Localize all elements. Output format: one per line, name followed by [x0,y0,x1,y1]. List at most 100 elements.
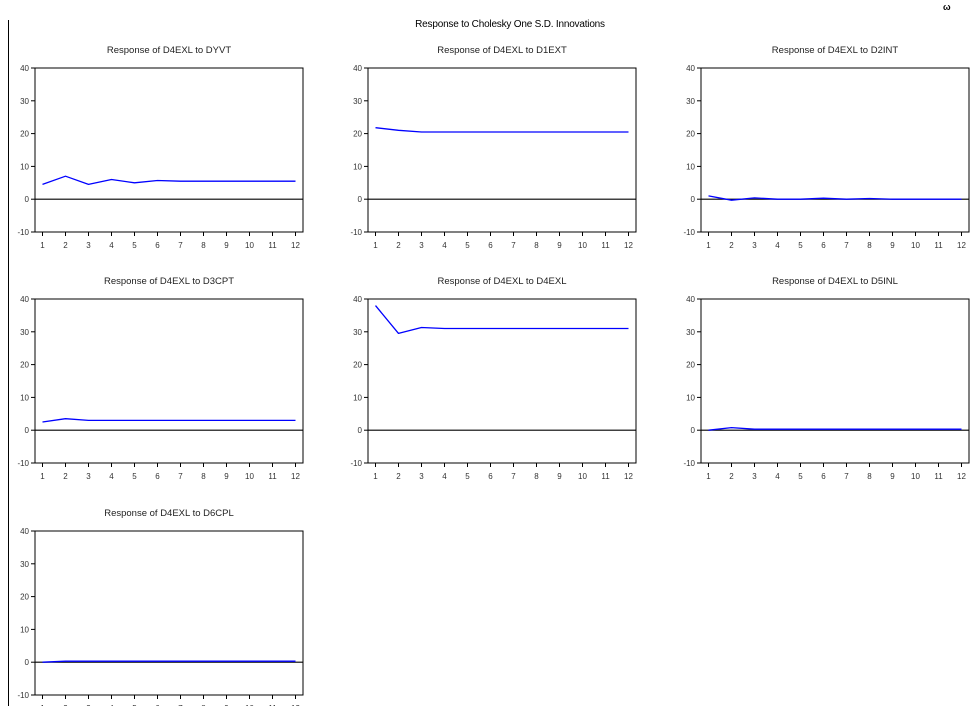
x-tick-label: 1 [373,472,378,481]
y-tick-label: 40 [353,295,362,304]
y-tick-label: 10 [686,393,695,402]
plot-frame [34,298,304,464]
x-tick-label: 5 [798,472,803,481]
response-line [708,195,962,201]
y-tick-label: 30 [686,328,695,337]
x-tick-label: 3 [86,472,91,481]
x-tick-label: 11 [934,472,943,481]
panel-title: Response of D4EXL to D2INT [772,45,899,56]
y-tick-label: 30 [353,328,362,337]
x-tick-label: 8 [201,472,206,481]
x-tick-label: 8 [201,241,206,250]
y-tick-label: 10 [353,393,362,402]
x-tick-label: 11 [934,241,943,250]
x-tick-label: 7 [178,241,183,250]
response-line [374,305,629,335]
x-tick-label: 9 [557,472,562,481]
x-tick-label: 6 [821,472,826,481]
response-line [708,426,962,431]
x-tick-label: 4 [775,241,780,250]
figure-title: Response to Cholesky One S.D. Innovation… [415,19,605,30]
x-tick-label: 9 [890,472,895,481]
corner-mark: ω [943,2,951,12]
y-tick-label: 40 [353,64,362,73]
panel-title: Response of D4EXL to D4EXL [437,276,566,287]
y-tick-label: 40 [686,64,695,73]
x-tick-label: 6 [488,241,493,250]
x-tick-label: 8 [201,704,206,706]
x-tick-label: 12 [291,704,300,706]
x-tick-label: 1 [40,704,45,706]
x-tick-label: 11 [601,472,610,481]
x-tick-label: 1 [706,241,711,250]
y-tick-label: 10 [20,393,29,402]
x-tick-label: 10 [911,472,920,481]
response-line [42,660,296,663]
x-tick-label: 10 [245,472,254,481]
plot-frame [367,298,637,464]
x-tick-label: 4 [109,704,114,706]
x-tick-label: 9 [224,704,229,706]
x-tick-label: 6 [155,704,160,706]
response-line [375,127,629,133]
y-tick-label: 30 [20,97,29,106]
y-tick-label: 0 [25,195,30,204]
y-tick-label: 20 [353,130,362,139]
panel-title: Response of D4EXL to D1EXT [437,45,567,56]
y-tick-label: 0 [358,426,363,435]
x-tick-label: 10 [245,241,254,250]
x-tick-label: 10 [245,704,254,706]
x-tick-label: 5 [132,704,137,706]
y-tick-label: 20 [20,130,29,139]
x-tick-label: 9 [224,241,229,250]
x-tick-label: 7 [844,241,849,250]
plot-frame [34,67,304,233]
x-tick-label: 2 [729,472,734,481]
x-tick-label: 11 [268,704,277,706]
x-tick-label: 8 [867,472,872,481]
plot-frame [34,530,304,696]
x-tick-label: 8 [867,241,872,250]
y-tick-label: 10 [20,625,29,634]
plot-frame [700,298,970,464]
y-tick-label: 40 [686,295,695,304]
x-tick-label: 5 [465,472,470,481]
x-tick-label: 6 [155,472,160,481]
x-tick-label: 7 [844,472,849,481]
x-tick-label: 3 [419,472,424,481]
y-tick-label: 0 [25,658,30,667]
y-tick-label: 30 [20,328,29,337]
x-tick-label: 4 [775,472,780,481]
x-tick-label: 2 [396,241,401,250]
y-tick-label: 20 [353,361,362,370]
x-tick-label: 4 [442,241,447,250]
x-tick-label: 10 [911,241,920,250]
x-tick-label: 8 [534,472,539,481]
x-tick-label: 12 [624,241,633,250]
x-tick-label: 4 [442,472,447,481]
y-tick-label: -10 [17,691,29,700]
x-tick-label: 12 [957,241,966,250]
x-tick-label: 2 [396,472,401,481]
x-tick-label: 6 [155,241,160,250]
y-tick-label: -10 [350,228,362,237]
response-line [42,418,296,423]
x-tick-label: 3 [419,241,424,250]
x-tick-label: 3 [86,704,91,706]
y-tick-label: -10 [17,228,29,237]
x-tick-label: 1 [40,241,45,250]
x-tick-label: 7 [178,472,183,481]
x-tick-label: 2 [63,241,68,250]
x-tick-label: 4 [109,472,114,481]
x-tick-label: 2 [63,472,68,481]
x-tick-label: 10 [578,241,587,250]
x-tick-label: 12 [624,472,633,481]
x-tick-label: 7 [511,472,516,481]
x-tick-label: 7 [511,241,516,250]
x-tick-label: 3 [752,472,757,481]
y-tick-label: 40 [20,64,29,73]
x-tick-label: 5 [132,472,137,481]
